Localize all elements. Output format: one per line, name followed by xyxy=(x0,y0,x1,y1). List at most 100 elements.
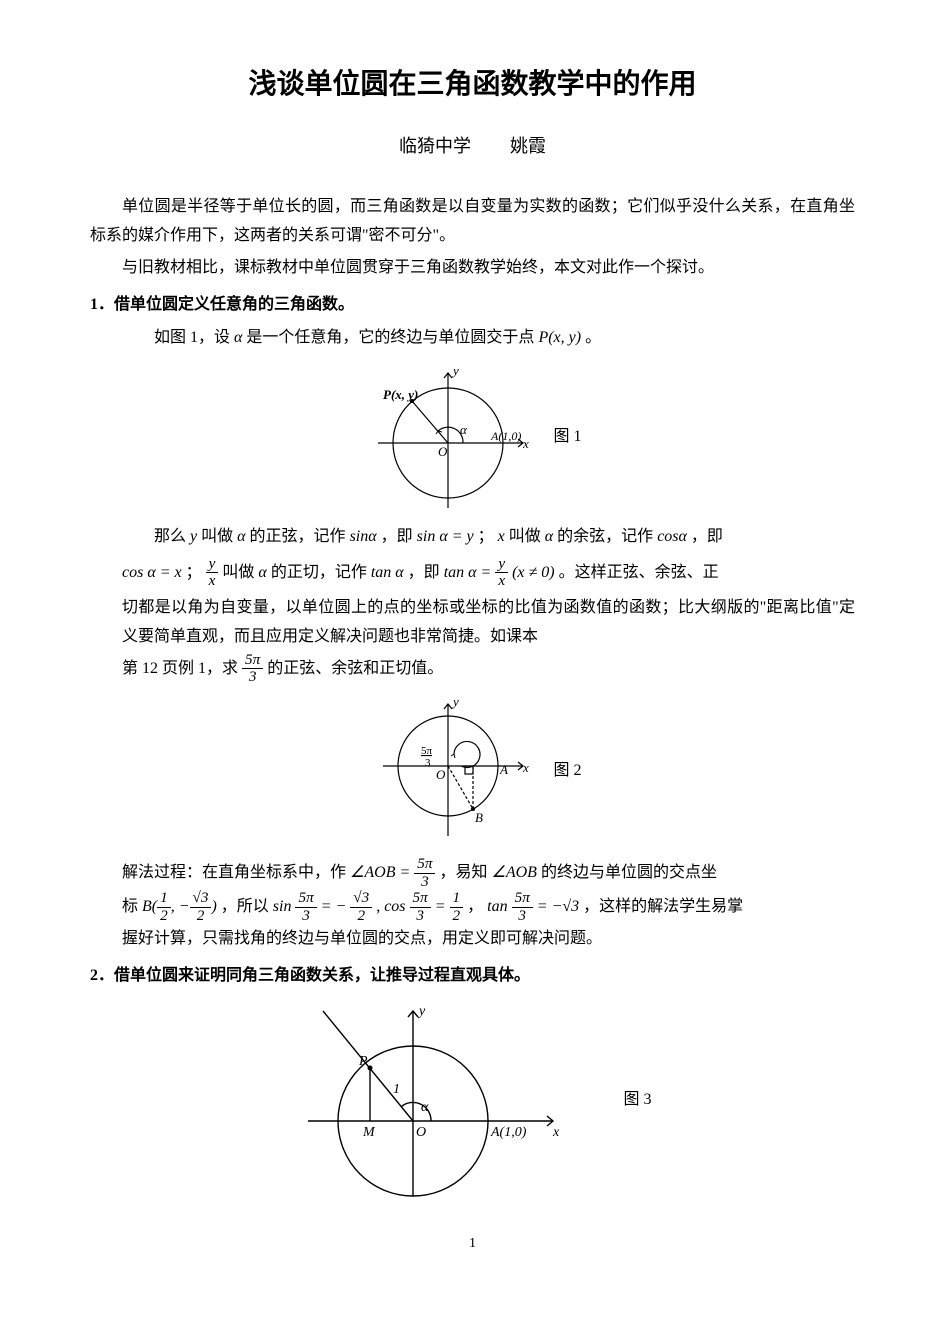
text-fragment: ，易知 xyxy=(439,864,487,881)
section-1-line-5: 第 12 页例 1，求 5π 3 的正弦、余弦和正切值。 xyxy=(122,652,855,686)
text-fragment: ； xyxy=(478,528,498,545)
svg-text:A(1,0): A(1,0) xyxy=(490,429,521,443)
svg-text:x: x xyxy=(522,436,529,451)
svg-text:α: α xyxy=(421,1100,429,1115)
text-fragment: 的正弦，记作 xyxy=(250,528,346,545)
svg-text:O: O xyxy=(416,1125,426,1140)
text-fragment: , − xyxy=(171,898,190,915)
text-fragment: = xyxy=(435,898,450,915)
text-fragment: 。这样正弦、余弦、正 xyxy=(559,563,719,580)
math-cos-5pi3: cos 5π3 = 12 xyxy=(384,898,467,915)
fraction-num: 5π xyxy=(295,890,316,908)
fraction-num: 1 xyxy=(157,890,171,908)
section-1-line-7: 标 B(12, −√32) ，所以 sin 5π3 = − √32 , cos … xyxy=(122,890,855,924)
text-fragment: ，即 xyxy=(381,528,413,545)
svg-text:α: α xyxy=(460,422,468,437)
figure-1-label: 图 1 xyxy=(553,423,581,452)
svg-text:O: O xyxy=(436,767,446,782)
figure-2-row: y x O A B 5π 3 图 2 xyxy=(90,696,855,846)
svg-text:O: O xyxy=(438,444,448,459)
fraction-num: 5π xyxy=(410,890,431,908)
text-fragment: ，所以 xyxy=(221,898,269,915)
text-fragment: = −√3 xyxy=(537,898,579,915)
text-fragment: ，这样的解法学生易掌 xyxy=(583,898,743,915)
figure-1-svg: y x O P(x, y) A(1,0) α xyxy=(363,363,533,513)
page-title: 浅谈单位圆在三角函数教学中的作用 xyxy=(90,60,855,110)
math-angle-aob-eq: ∠AOB = xyxy=(350,864,414,881)
math-cos-a-eq-x: cos α = x xyxy=(122,563,182,580)
math-y: y xyxy=(190,528,197,545)
section-1-heading: 1．借单位圆定义任意角的三角函数。 xyxy=(90,291,855,320)
math-alpha: α xyxy=(237,528,245,545)
svg-text:x: x xyxy=(522,760,529,775)
svg-text:M: M xyxy=(362,1125,376,1140)
math-alpha: α xyxy=(234,329,242,346)
figure-2-label: 图 2 xyxy=(553,757,581,786)
svg-text:y: y xyxy=(451,363,459,378)
svg-text:x: x xyxy=(552,1125,560,1140)
math-cos-a: cosα xyxy=(657,528,687,545)
section-1-line-2: 那么 y 叫做 α 的正弦，记作 sinα ，即 sin α = y ； x 叫… xyxy=(122,523,855,552)
math-tan-5pi3: tan 5π3 = −√3 xyxy=(487,898,583,915)
intro-paragraph-2: 与旧教材相比，课标教材中单位圆贯穿于三角函数教学始终，本文对此作一个探讨。 xyxy=(90,254,855,283)
section-1-line-1: 如图 1，设 α 是一个任意角，它的终边与单位圆交于点 P(x, y) 。 xyxy=(122,324,855,353)
text-fragment: 叫做 xyxy=(201,528,233,545)
svg-text:1: 1 xyxy=(393,1082,400,1097)
text-fragment: ) xyxy=(211,898,216,915)
figure-3-row: y x O P M A(1,0) 1 α 图 3 xyxy=(90,1001,855,1201)
text-fragment: 的正切，记作 xyxy=(271,563,367,580)
text-fragment: ； xyxy=(186,563,202,580)
figure-1-row: y x O P(x, y) A(1,0) α 图 1 xyxy=(90,363,855,513)
text-fragment: 叫做 xyxy=(222,563,254,580)
figure-3-svg: y x O P M A(1,0) 1 α xyxy=(293,1001,563,1201)
fraction-den: x xyxy=(495,573,508,590)
author-school: 临猗中学 xyxy=(399,136,471,156)
svg-text:5π: 5π xyxy=(421,745,433,757)
text-fragment: 第 12 页例 1，求 xyxy=(122,659,238,676)
fraction-num: √3 xyxy=(350,890,372,908)
math-b-coords: B(12, −√32) xyxy=(142,898,221,915)
math-alpha: α xyxy=(545,528,553,545)
text-fragment: B( xyxy=(142,898,157,915)
section-1-line-3: cos α = x ； y x 叫做 α 的正切，记作 tan α ，即 tan… xyxy=(122,556,855,590)
section-2-heading: 2．借单位圆来证明同角三角函数关系，让推导过程直观具体。 xyxy=(90,962,855,991)
svg-text:P: P xyxy=(358,1054,368,1069)
math-x-neq-0: (x ≠ 0) xyxy=(512,563,555,580)
fraction-den: 3 xyxy=(246,669,260,686)
fraction-num: √3 xyxy=(190,890,212,908)
author-line: 临猗中学 姚霞 xyxy=(90,130,855,162)
math-tan-a: tan α xyxy=(371,563,404,580)
math-pxy: P(x, y) xyxy=(538,329,581,346)
fraction-den: 3 xyxy=(413,908,427,925)
text-fragment: sin xyxy=(273,898,292,915)
fraction-num: 5π xyxy=(414,856,435,874)
text-fragment: = − xyxy=(321,898,347,915)
text-fragment: ， xyxy=(467,898,483,915)
figure-2-svg: y x O A B 5π 3 xyxy=(363,696,533,846)
svg-text:A(1,0): A(1,0) xyxy=(490,1125,527,1140)
text-fragment: 是一个任意角，它的终边与单位圆交于点 xyxy=(246,329,534,346)
svg-text:y: y xyxy=(417,1004,426,1019)
fraction-den: 2 xyxy=(354,908,368,925)
fraction-num: y xyxy=(495,556,508,574)
svg-text:A: A xyxy=(499,762,508,777)
text-fragment: 标 xyxy=(122,898,138,915)
fraction-num: 5π xyxy=(242,652,263,670)
intro-paragraph-1: 单位圆是半径等于单位长的圆，而三角函数是以自变量为实数的函数；它们似乎没什么关系… xyxy=(90,193,855,251)
text-fragment: 那么 xyxy=(154,528,190,545)
text-fragment: 的终边与单位圆的交点坐 xyxy=(541,864,717,881)
math-sin-a-eq-y: sin α = y xyxy=(417,528,474,545)
svg-text:y: y xyxy=(451,696,459,709)
author-name: 姚霞 xyxy=(510,136,546,156)
text-fragment: 叫做 xyxy=(509,528,541,545)
math-5pi-3-b: 5π 3 xyxy=(414,856,435,890)
text-fragment: 解法过程：在直角坐标系中，作 xyxy=(122,864,346,881)
math-alpha: α xyxy=(258,563,266,580)
fraction-den: 3 xyxy=(299,908,313,925)
math-y-over-x: y x xyxy=(206,556,219,590)
section-1-paragraph-4: 切都是以角为自变量，以单位圆上的点的坐标或坐标的比值为函数值的函数；比大纲版的"… xyxy=(122,594,855,652)
text-fragment: cos xyxy=(384,898,405,915)
section-1-line-6: 解法过程：在直角坐标系中，作 ∠AOB = 5π 3 ，易知 ∠AOB 的终边与… xyxy=(122,856,855,890)
fraction-den: 2 xyxy=(450,908,464,925)
text-fragment: tan xyxy=(487,898,507,915)
